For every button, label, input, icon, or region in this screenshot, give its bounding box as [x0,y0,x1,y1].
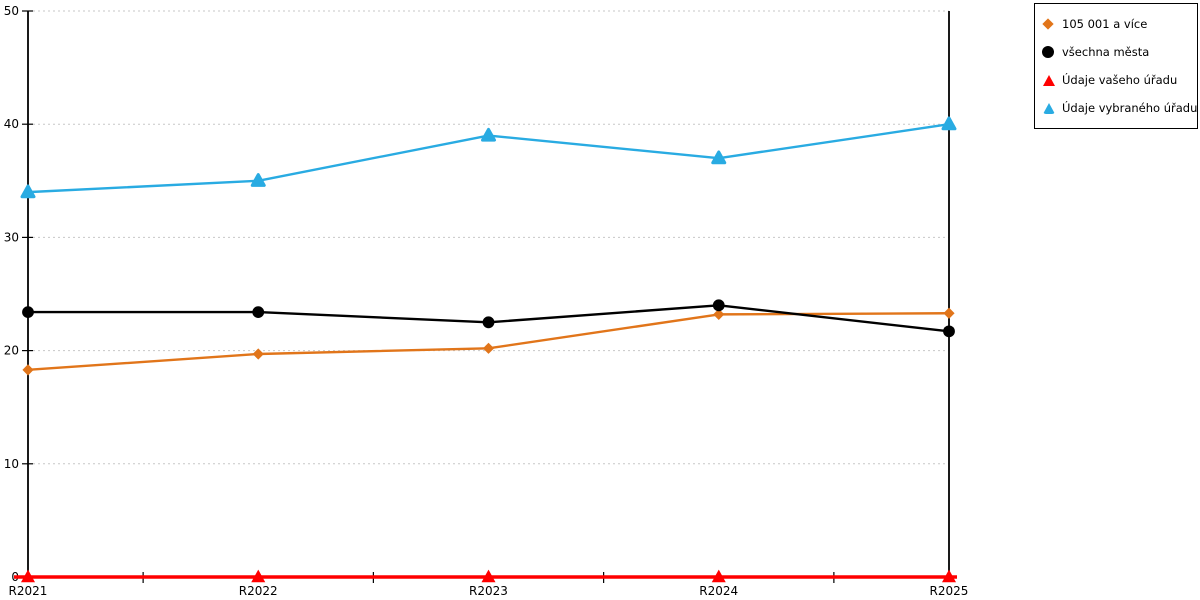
data-point-marker [252,306,265,319]
x-category-label: R2024 [699,584,738,598]
data-point-marker [20,569,36,583]
legend-label: Údaje vašeho úřadu [1062,73,1178,87]
legend-item-2: Údaje vašeho úřadu [1042,66,1192,94]
circle-marker-icon [1042,46,1062,58]
x-category-label: R2025 [930,584,969,598]
legend-label: 105 001 a více [1062,17,1148,31]
data-point-marker [712,299,725,312]
data-point-marker [20,184,36,199]
legend-label: všechna města [1062,45,1150,59]
legend-item-1: všechna města [1042,38,1192,66]
data-point-marker [252,348,264,360]
legend-item-0: 105 001 a více [1042,10,1192,38]
legend-item-3: Údaje vybraného úřadu [1042,94,1197,122]
x-category-label: R2021 [9,584,48,598]
data-point-marker [22,306,34,319]
data-point-marker [251,569,266,583]
diamond-marker-icon [1042,18,1062,30]
y-tick-label: 20 [4,344,19,358]
data-point-marker [711,569,726,583]
x-category-label: R2023 [469,584,508,598]
chart-legend: 105 001 a více všechna města Údaje vašeh… [1034,3,1198,129]
y-tick-label: 50 [4,4,19,18]
data-point-marker [943,307,955,319]
data-point-marker [941,569,957,583]
data-point-marker [250,173,266,187]
data-point-marker [941,116,957,131]
data-point-marker [482,342,495,354]
data-point-marker [711,150,727,165]
legend-label: Údaje vybraného úřadu [1062,101,1198,115]
triangle-marker-icon [1042,102,1062,114]
triangle-marker-icon [1042,74,1062,86]
data-point-marker [481,127,496,142]
data-point-marker [943,325,955,338]
y-tick-label: 10 [4,457,19,471]
y-tick-label: 40 [4,117,19,131]
x-category-label: R2022 [239,584,278,598]
data-point-marker [482,316,495,329]
y-tick-label: 30 [4,230,19,244]
data-point-marker [481,569,496,583]
data-point-marker [22,364,34,376]
data-point-marker [713,308,725,320]
